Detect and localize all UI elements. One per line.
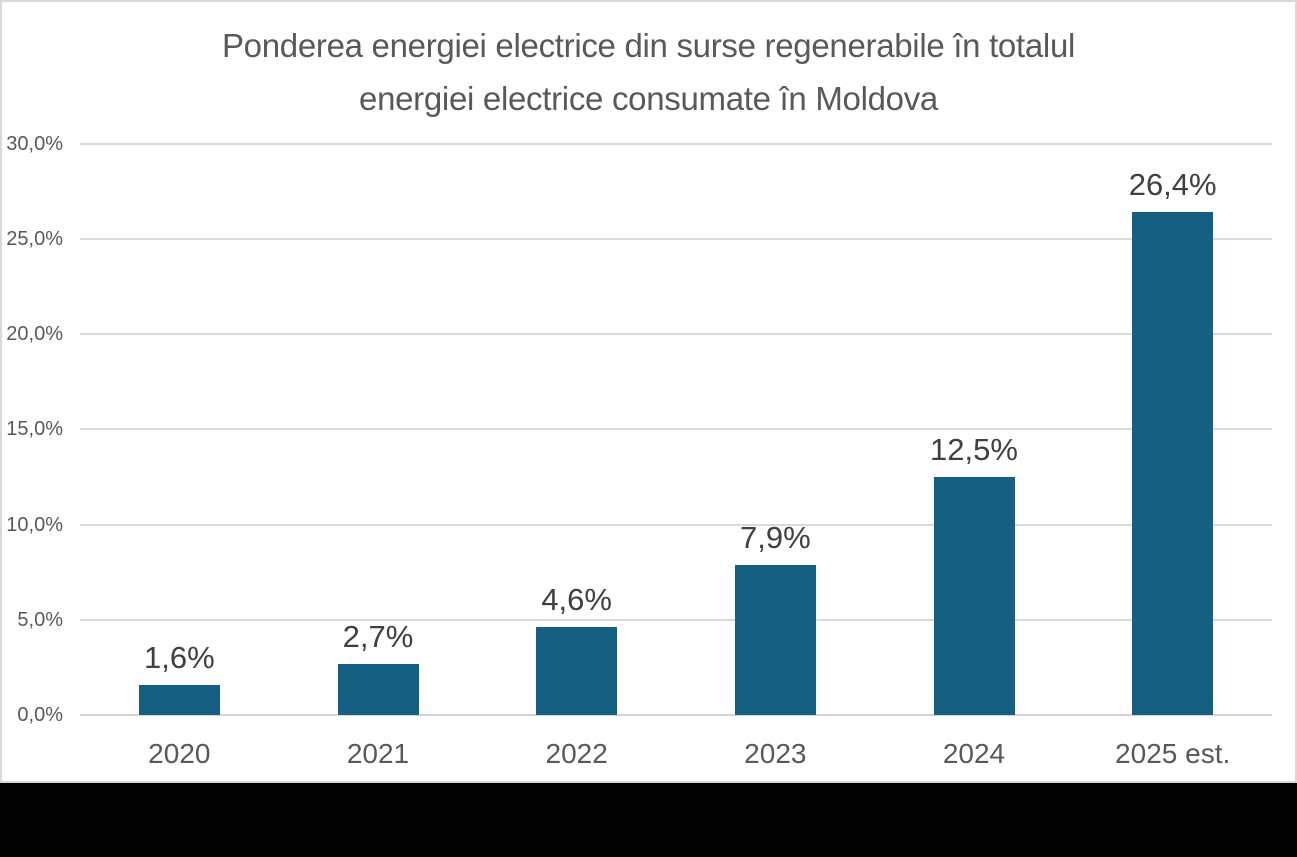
- y-axis-tick-label: 25,0%: [6, 227, 63, 250]
- bar-data-label: 1,6%: [143, 639, 215, 675]
- bar-2020: [138, 684, 220, 715]
- bar-data-label: 12,5%: [930, 431, 1018, 467]
- y-axis-tick-label: 10,0%: [6, 513, 63, 536]
- bar-data-label: 2,7%: [342, 618, 414, 654]
- bar-2021: [337, 663, 419, 715]
- x-axis-label: 2021: [346, 738, 410, 769]
- chart-title: Ponderea energiei electrice din surse re…: [0, 19, 1297, 125]
- bar-2024: [933, 476, 1015, 715]
- bar-2023: [734, 564, 816, 715]
- y-axis-tick-label: 0,0%: [17, 704, 63, 726]
- plot-area: 0,0% 5,0% 10,0% 15,0% 20,0% 25,0% 30,0% 1,6% 202…: [6, 132, 1272, 769]
- y-axis-tick-label: 20,0%: [6, 323, 63, 345]
- y-axis-tick-label: 15,0%: [6, 418, 63, 441]
- bar-data-label: 26,4%: [1128, 167, 1217, 203]
- chart-card: Ponderea energiei electrice din surse re…: [0, 0, 1297, 783]
- bar-data-label: 4,6%: [541, 582, 612, 618]
- gridline: [80, 618, 1272, 621]
- bottom-black-bar: [0, 783, 1297, 857]
- x-axis-label: 2024: [942, 738, 1006, 769]
- gridline: [80, 523, 1272, 526]
- y-axis-tick-label: 30,0%: [6, 132, 63, 155]
- y-axis-tick-label: 5,0%: [17, 608, 63, 631]
- chart-title-line2: energiei electrice consumate în Moldova: [359, 80, 938, 117]
- gridline: [80, 428, 1272, 431]
- bar-2025 est.: [1132, 212, 1214, 715]
- x-axis-label: 2022: [545, 738, 608, 769]
- bar-data-label: 7,9%: [739, 519, 811, 555]
- x-axis-label: 2025 est.: [1115, 738, 1231, 769]
- x-axis-label: 2023: [744, 738, 807, 769]
- x-axis-label: 2020: [148, 738, 211, 769]
- chart-title-line1: Ponderea energiei electrice din surse re…: [221, 27, 1076, 64]
- gridline: [80, 237, 1272, 240]
- bar-2022: [536, 627, 618, 715]
- gridline: [80, 333, 1272, 335]
- x-axis-line: [80, 714, 1272, 716]
- gridline: [80, 142, 1272, 145]
